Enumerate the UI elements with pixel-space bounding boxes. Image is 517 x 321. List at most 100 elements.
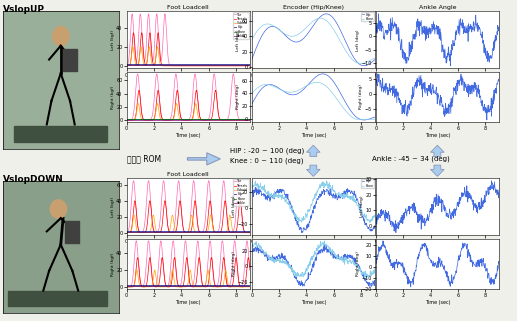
Toe	[201, 227, 207, 230]
Line: Toe: Toe	[127, 14, 250, 66]
Ankle	[213, 63, 219, 67]
Cuboid	[213, 231, 219, 235]
X-axis label: Time (sec): Time (sec)	[300, 133, 326, 138]
Cuboid	[172, 229, 178, 233]
Hip	[338, 192, 344, 196]
Cuboid	[124, 64, 130, 68]
Knee	[201, 230, 207, 234]
Cuboid	[173, 64, 179, 68]
Y-axis label: Left (kgf): Left (kgf)	[111, 197, 115, 217]
Hip	[212, 229, 219, 233]
Text: Ankle : -45 ~ 34 (deg): Ankle : -45 ~ 34 (deg)	[372, 156, 450, 162]
Tarsals	[247, 64, 253, 68]
Ankle	[247, 63, 253, 67]
Ankle	[124, 230, 130, 234]
Ankle	[139, 63, 145, 67]
Cuboid	[130, 45, 136, 49]
Ankle	[139, 230, 145, 234]
Hip	[361, 64, 367, 68]
Y-axis label: Right (deg): Right (deg)	[356, 251, 360, 276]
Y-axis label: Right (kgf): Right (kgf)	[111, 85, 115, 108]
Title: Foot Loadcell: Foot Loadcell	[168, 5, 209, 10]
Toe	[201, 64, 207, 68]
Toe	[225, 64, 232, 68]
Knee	[249, 38, 255, 42]
X-axis label: Time (sec): Time (sec)	[424, 300, 450, 305]
Tarsals	[124, 231, 130, 235]
Ankle	[213, 230, 219, 234]
Toe	[172, 216, 178, 220]
Cuboid	[212, 231, 219, 235]
Tarsals	[213, 231, 219, 235]
X-axis label: Time (sec): Time (sec)	[175, 133, 201, 138]
Tarsals	[164, 64, 170, 68]
X-axis label: Time (sec): Time (sec)	[424, 133, 450, 138]
Toe	[139, 23, 145, 27]
Toe	[124, 230, 130, 234]
Tarsals	[212, 230, 219, 234]
Ankle	[212, 63, 219, 67]
Knee	[249, 182, 255, 186]
Toe	[214, 64, 220, 68]
Hip	[164, 229, 170, 233]
Knee	[212, 230, 219, 234]
Y-axis label: Right (kgf): Right (kgf)	[111, 252, 115, 275]
Toe	[212, 230, 219, 234]
Tarsals	[213, 64, 219, 68]
Cuboid	[247, 64, 253, 68]
Toe	[139, 230, 145, 234]
Knee	[289, 34, 295, 38]
Ankle	[124, 63, 130, 67]
Knee	[298, 218, 304, 222]
Ankle	[164, 63, 170, 67]
Knee	[296, 222, 302, 226]
Cuboid	[139, 231, 145, 235]
Hip	[372, 58, 378, 62]
Knee	[213, 63, 219, 67]
Y-axis label: Left (deg): Left (deg)	[356, 29, 360, 50]
X-axis label: Time (sec): Time (sec)	[175, 300, 201, 305]
Line: Knee: Knee	[252, 18, 375, 64]
Knee	[372, 214, 378, 218]
Hip	[255, 185, 262, 188]
Hip	[298, 226, 304, 230]
Knee	[139, 63, 145, 67]
Toe	[164, 215, 170, 219]
Knee	[247, 230, 253, 234]
Hip	[164, 62, 170, 66]
Tarsals	[247, 231, 253, 235]
Knee	[247, 63, 253, 67]
Line: Hip: Hip	[252, 14, 375, 66]
Cuboid	[202, 64, 208, 68]
Hip	[299, 231, 305, 235]
Hip	[323, 12, 329, 16]
Hip	[201, 229, 207, 233]
Knee	[338, 191, 344, 195]
Tarsals	[237, 199, 244, 203]
Y-axis label: Right (deg): Right (deg)	[359, 84, 363, 109]
Hip	[124, 229, 130, 233]
Line: Cuboid: Cuboid	[127, 215, 250, 233]
Tarsals	[124, 64, 130, 68]
Title: Foot Loadcell: Foot Loadcell	[168, 172, 209, 177]
Y-axis label: Left (deg): Left (deg)	[360, 196, 364, 217]
Knee	[213, 230, 219, 234]
Knee	[264, 22, 270, 26]
Title: Ankle Angle: Ankle Angle	[419, 5, 456, 10]
Cuboid	[213, 64, 219, 68]
Toe	[124, 64, 130, 67]
Tarsals	[172, 230, 178, 234]
X-axis label: Time (sec): Time (sec)	[300, 300, 326, 305]
Ankle	[247, 230, 253, 234]
Text: VslopUP: VslopUP	[3, 5, 44, 14]
Knee	[372, 56, 378, 60]
Tarsals	[139, 31, 145, 35]
Hip	[338, 29, 344, 33]
Legend: Hip, Knee: Hip, Knee	[361, 12, 374, 22]
Tarsals	[173, 64, 179, 68]
Knee	[339, 193, 345, 197]
Polygon shape	[431, 145, 444, 157]
Cuboid	[201, 64, 207, 68]
Line: Tarsals: Tarsals	[127, 201, 250, 233]
Hip	[297, 39, 303, 43]
